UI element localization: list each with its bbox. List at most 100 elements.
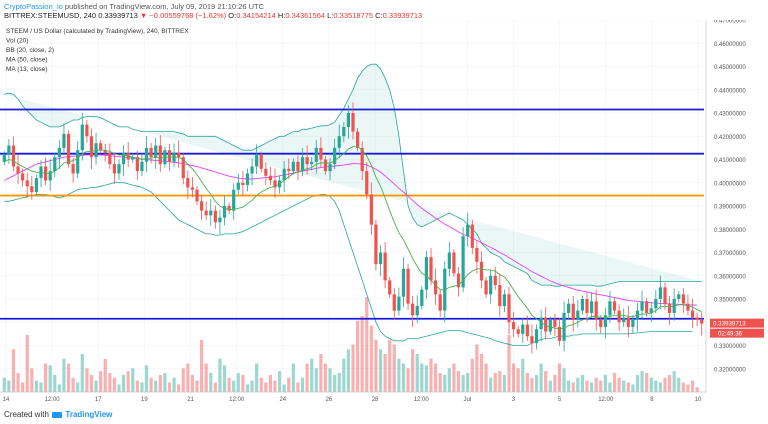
candle [121, 144, 126, 177]
candle-body [66, 133, 71, 165]
time-tick-11: 3 [512, 397, 516, 403]
candle-body [433, 280, 438, 295]
legend-item-3: MA (50, close) [6, 57, 48, 64]
volume-bar [617, 377, 621, 392]
candle-body [438, 294, 442, 311]
volume-bar [16, 373, 20, 392]
tradingview-brand[interactable]: TradingView [65, 410, 113, 419]
candle [594, 289, 598, 331]
time-tick-1: 12:00 [45, 397, 61, 403]
volume-bar [21, 382, 25, 392]
volume-bar [466, 373, 470, 392]
candle-body [213, 210, 217, 223]
candle-body [140, 161, 144, 172]
volume-bar [690, 380, 695, 392]
candle [369, 182, 373, 236]
candle-body [314, 147, 318, 162]
candle [700, 312, 704, 336]
volume-bar [2, 377, 6, 392]
volume-bar [686, 384, 690, 392]
chart-grid [2, 20, 704, 392]
candle-body [2, 154, 6, 162]
volume-bar [43, 363, 48, 392]
candle-body [227, 206, 231, 211]
countdown-value: 02:49:36 [718, 331, 743, 338]
candle-body [658, 287, 663, 299]
candle-body [209, 210, 213, 216]
candle [658, 275, 663, 310]
candle-body [548, 319, 552, 332]
candle-body [149, 147, 153, 158]
candle-body [392, 294, 396, 311]
candle-body [351, 113, 355, 132]
candle [548, 316, 552, 336]
candle [447, 242, 451, 277]
last-price: 0.33939713 [98, 11, 138, 20]
candle-body [99, 143, 103, 151]
volume-bar [186, 363, 190, 392]
volume-bar [39, 382, 43, 392]
candle [213, 205, 217, 229]
candle [599, 315, 603, 334]
legend-item-0: STEEM / US Dollar (calculated by Trading… [6, 28, 189, 35]
candle-body [144, 147, 149, 162]
volume-bar [567, 380, 571, 392]
volume-bar [401, 363, 406, 392]
candle-body [401, 268, 406, 297]
candle [571, 295, 575, 332]
candle-body [346, 113, 351, 127]
volume-bar [337, 373, 341, 392]
candle [516, 325, 520, 338]
candle-body [516, 329, 520, 334]
time-tick-15: 10 [695, 397, 702, 403]
volume-bar [374, 339, 378, 392]
candle-body [360, 147, 364, 172]
candle [534, 324, 539, 350]
volume-bar [163, 373, 167, 392]
volume-bar [213, 382, 217, 392]
candle [507, 286, 511, 335]
candle-body [296, 161, 300, 172]
volume-bar [645, 373, 649, 392]
price-tick-15: 0.32000000 [714, 367, 746, 373]
candle-body [397, 296, 401, 311]
volume-bar [461, 374, 465, 392]
candle [296, 155, 300, 181]
volume-bar [85, 368, 89, 392]
price-tick-0: 0.47000000 [714, 20, 746, 25]
volume-bar [631, 384, 635, 392]
candle [190, 176, 195, 198]
author-link[interactable]: CryptoPassion_io [4, 2, 63, 11]
candle-body [195, 189, 199, 202]
volume-bar [291, 363, 295, 392]
volume-bar [34, 380, 39, 392]
volume-bar [585, 380, 589, 392]
candle [475, 240, 479, 274]
candle [466, 212, 470, 247]
volume-bar [677, 377, 681, 392]
volume-bar [218, 358, 222, 392]
candle-body [677, 294, 681, 299]
low-value: 0.33518775 [333, 11, 374, 20]
candle-body [484, 280, 488, 295]
candle [456, 267, 461, 297]
candle-body [406, 268, 410, 304]
close-label: C: [375, 11, 383, 20]
volume-bar [89, 374, 94, 392]
published-text: published on TradingView.com, July 09, 2… [64, 2, 265, 11]
high-value: 0.34361564 [285, 11, 326, 20]
candle [273, 168, 277, 198]
candle [144, 136, 149, 173]
candle [103, 143, 107, 162]
volume-bar [438, 373, 442, 392]
volume-bar [612, 373, 617, 392]
time-tick-8: 28 [372, 397, 379, 403]
legend-item-1: Vol (20) [6, 38, 28, 45]
volume-bar [383, 354, 387, 392]
candle-body [700, 319, 704, 324]
price-chart[interactable]: 0.47000000 0.46000000 0.45000000 0.44000000… [0, 20, 768, 408]
volume-bar [11, 349, 16, 392]
time-tick-3: 19 [141, 397, 148, 403]
volume-bar [544, 371, 548, 392]
candle [681, 288, 685, 313]
